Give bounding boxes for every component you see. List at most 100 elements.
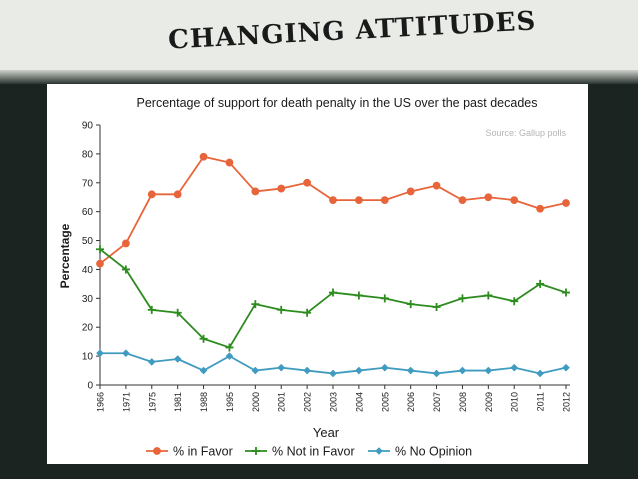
legend-item-0: % in Favor xyxy=(146,445,233,459)
legend-label: % No Opinion xyxy=(395,445,472,459)
series-line xyxy=(99,248,567,349)
data-point xyxy=(225,343,234,352)
data-point xyxy=(536,204,545,213)
data-point xyxy=(121,239,130,248)
x-tick-label: 2010 xyxy=(510,392,520,412)
data-point xyxy=(406,187,415,196)
data-point xyxy=(96,259,104,268)
legend-item-1: % Not in Favor xyxy=(245,445,355,459)
x-tick-label: 2009 xyxy=(484,392,494,412)
y-tick-label: 90 xyxy=(82,121,94,132)
data-point xyxy=(380,363,389,372)
x-tick-label: 2002 xyxy=(303,392,313,412)
x-tick-label: 1971 xyxy=(121,392,131,412)
y-axis-label: Percentage xyxy=(58,223,72,288)
data-point xyxy=(303,178,312,187)
data-point xyxy=(406,300,415,309)
axes: 0 10 20 30 40 50 60 70 80 90 1966 1971 1975 1981 1988 1… xyxy=(82,121,572,413)
data-point xyxy=(329,196,337,205)
chart-panel xyxy=(47,84,588,464)
data-point xyxy=(536,369,544,378)
data-point xyxy=(277,305,286,314)
data-point xyxy=(329,288,337,297)
data-point xyxy=(484,366,493,375)
chart-title: Percentage of support for death penalty … xyxy=(137,96,538,110)
data-point xyxy=(199,334,208,343)
data-point xyxy=(406,366,415,375)
slide-header-band xyxy=(0,0,638,78)
data-point xyxy=(199,366,208,375)
y-tick-label: 0 xyxy=(87,381,93,392)
x-tick-label: 2008 xyxy=(458,392,468,412)
x-tick-label: 2004 xyxy=(354,392,364,412)
data-point xyxy=(562,288,570,297)
data-point xyxy=(277,363,286,372)
data-point xyxy=(199,152,208,161)
legend-marker xyxy=(252,447,260,455)
data-point xyxy=(173,355,182,363)
data-point xyxy=(510,363,519,372)
legend-label: % Not in Favor xyxy=(272,445,355,459)
data-point xyxy=(225,158,234,167)
x-tick-label: 2011 xyxy=(536,392,546,411)
data-point xyxy=(510,196,519,205)
y-tick-label: 50 xyxy=(82,236,94,247)
data-point xyxy=(484,193,493,202)
data-point xyxy=(380,196,389,205)
legend-label: % in Favor xyxy=(173,445,233,459)
x-tick-label: 1966 xyxy=(96,392,106,412)
y-tick-label: 10 xyxy=(82,352,94,363)
series-2 xyxy=(96,349,570,378)
x-tick-label: 2012 xyxy=(562,392,572,412)
data-point xyxy=(303,308,312,317)
data-point xyxy=(355,366,363,375)
data-point xyxy=(510,297,519,306)
legend-item-2: % No Opinion xyxy=(368,445,472,459)
data-point xyxy=(147,358,156,366)
data-point xyxy=(303,366,311,375)
x-tick-label: 1995 xyxy=(225,392,235,412)
data-point xyxy=(96,349,104,358)
x-tick-label: 1981 xyxy=(173,392,183,412)
data-point xyxy=(432,181,441,190)
data-point xyxy=(147,305,156,314)
data-point xyxy=(122,349,130,358)
data-point xyxy=(484,291,493,300)
legend-marker xyxy=(153,447,161,455)
x-tick-label: 2003 xyxy=(329,392,339,412)
data-point xyxy=(432,303,441,311)
x-tick-label: 1975 xyxy=(147,392,157,412)
data-point xyxy=(458,294,467,303)
y-tick-label: 60 xyxy=(82,207,94,218)
data-point xyxy=(562,363,570,372)
data-point xyxy=(380,294,389,303)
x-tick-label: 1988 xyxy=(199,392,209,412)
x-tick-label: 2005 xyxy=(380,392,390,412)
series-line xyxy=(99,155,567,265)
x-tick-label: 2007 xyxy=(432,392,442,412)
data-point xyxy=(225,352,234,360)
series-layer xyxy=(96,152,570,378)
data-point xyxy=(251,300,260,309)
legend-marker xyxy=(375,447,383,455)
data-point xyxy=(173,308,182,317)
series-1 xyxy=(96,245,570,352)
data-point xyxy=(277,184,286,193)
data-point xyxy=(251,366,260,375)
legend: % in Favor % Not in Favor % No Opinion xyxy=(146,445,472,459)
chart-source: Source: Gallup polls xyxy=(485,128,566,138)
data-point xyxy=(173,190,182,199)
data-point xyxy=(432,369,441,378)
data-point xyxy=(251,187,260,196)
y-tick-label: 20 xyxy=(82,323,94,334)
data-point xyxy=(562,199,570,207)
data-point xyxy=(354,196,363,205)
data-point xyxy=(147,190,156,199)
y-tick-label: 80 xyxy=(82,149,94,160)
series-0 xyxy=(96,152,570,268)
data-point xyxy=(121,265,130,274)
x-tick-label: 2001 xyxy=(277,392,287,412)
data-point xyxy=(329,369,337,378)
y-tick-label: 70 xyxy=(82,178,94,189)
